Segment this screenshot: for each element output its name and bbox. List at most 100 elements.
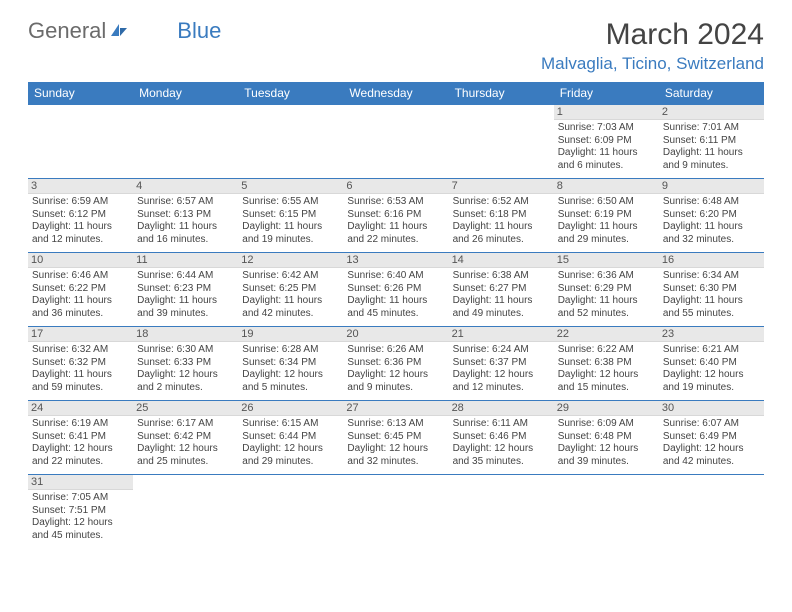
sunset-line: Sunset: 6:20 PM — [663, 209, 760, 222]
sunset-line: Sunset: 6:26 PM — [347, 283, 444, 296]
calendar-cell: 13Sunrise: 6:40 AMSunset: 6:26 PMDayligh… — [343, 253, 448, 327]
calendar-table: SundayMondayTuesdayWednesdayThursdayFrid… — [28, 82, 764, 549]
calendar-week-row: 10 Sunrise: 6:46 AMSunset: 6:22 PM Dayligh… — [28, 253, 764, 327]
calendar-week-row: 3Sunrise: 6:59 AMSunset: 6:12 PMDaylight… — [28, 179, 764, 253]
sunrise-line: Sunrise: 6:30 AM — [137, 344, 234, 357]
calendar-cell: 7Sunrise: 6:52 AMSunset: 6:18 PMDaylight… — [449, 179, 554, 253]
sunset-line: Sunset: 6:18 PM — [453, 209, 550, 222]
sunrise-line: Sunrise: 6:11 AM — [453, 418, 550, 431]
page-title: March 2024 — [541, 18, 764, 52]
day-number: 26 — [238, 401, 343, 416]
day-number: 19 — [238, 327, 343, 342]
sail-icon — [109, 18, 129, 44]
day-number: 29 — [554, 401, 659, 416]
day-number: 14 — [449, 253, 554, 268]
day-number: 7 — [449, 179, 554, 194]
sunrise-line: Sunrise: 6:19 AM — [32, 418, 129, 431]
calendar-cell: 16Sunrise: 6:34 AMSunset: 6:30 PMDayligh… — [659, 253, 764, 327]
calendar-cell: 21Sunrise: 6:24 AMSunset: 6:37 PMDayligh… — [449, 327, 554, 401]
sunset-line: Sunset: 6:29 PM — [558, 283, 655, 296]
sunset-line: Sunset: 6:22 PM — [32, 283, 129, 296]
calendar-cell: 20Sunrise: 6:26 AMSunset: 6:36 PMDayligh… — [343, 327, 448, 401]
daylight-line: Daylight: 11 hours and 6 minutes. — [558, 147, 655, 172]
calendar-week-row: 24Sunrise: 6:19 AMSunset: 6:41 PMDayligh… — [28, 401, 764, 475]
calendar-body: 1Sunrise: 7:03 AMSunset: 6:09 PMDaylight… — [28, 105, 764, 549]
calendar-cell — [449, 475, 554, 549]
daylight-line: Daylight: 11 hours and 9 minutes. — [663, 147, 760, 172]
calendar-cell: 3Sunrise: 6:59 AMSunset: 6:12 PMDaylight… — [28, 179, 133, 253]
day-number: 11 — [133, 253, 238, 268]
daylight-line: Daylight: 11 hours and 39 minutes. — [137, 295, 234, 320]
calendar-week-row: 17Sunrise: 6:32 AMSunset: 6:32 PMDayligh… — [28, 327, 764, 401]
sunrise-line: Sunrise: 6:21 AM — [663, 344, 760, 357]
sunrise-line: Sunrise: 6:15 AM — [242, 418, 339, 431]
day-number: 12 — [238, 253, 343, 268]
daylight-line: Daylight: 11 hours and 16 minutes. — [137, 221, 234, 246]
calendar-cell — [343, 105, 448, 179]
sunset-line: Sunset: 6:41 PM — [32, 431, 129, 444]
logo: General Blue — [28, 18, 221, 44]
sunrise-line: Sunrise: 7:01 AM — [663, 122, 760, 135]
sunrise-line: Sunrise: 6:09 AM — [558, 418, 655, 431]
day-number: 27 — [343, 401, 448, 416]
day-number: 10 — [28, 253, 133, 268]
sunrise-line: Sunrise: 7:05 AM — [32, 492, 129, 505]
sunrise-line: Sunrise: 6:53 AM — [347, 196, 444, 209]
sunset-line: Sunset: 6:32 PM — [32, 357, 129, 370]
sunset-line: Sunset: 6:44 PM — [242, 431, 339, 444]
sunrise-line: Sunrise: 6:50 AM — [558, 196, 655, 209]
daylight-line: Daylight: 12 hours and 45 minutes. — [32, 517, 129, 542]
sunset-line: Sunset: 6:33 PM — [137, 357, 234, 370]
header: General Blue March 2024 Malvaglia, Ticin… — [28, 18, 764, 74]
sunrise-line: Sunrise: 6:17 AM — [137, 418, 234, 431]
sunrise-line: Sunrise: 6:32 AM — [32, 344, 129, 357]
sunset-line: Sunset: 6:13 PM — [137, 209, 234, 222]
daylight-line: Daylight: 12 hours and 5 minutes. — [242, 369, 339, 394]
calendar-cell: 17 Sunrise: 6:32 AMSunset: 6:32 PMDayligh… — [28, 327, 133, 401]
sunset-line: Sunset: 6:36 PM — [347, 357, 444, 370]
sunset-line: Sunset: 6:38 PM — [558, 357, 655, 370]
sunrise-line: Sunrise: 6:55 AM — [242, 196, 339, 209]
day-number: 4 — [133, 179, 238, 194]
sunset-line: Sunset: 6:27 PM — [453, 283, 550, 296]
calendar-cell: 27Sunrise: 6:13 AMSunset: 6:45 PMDayligh… — [343, 401, 448, 475]
daylight-line: Daylight: 12 hours and 19 minutes. — [663, 369, 760, 394]
daylight-line: Daylight: 12 hours and 15 minutes. — [558, 369, 655, 394]
sunrise-line: Sunrise: 6:40 AM — [347, 270, 444, 283]
sunset-line: Sunset: 6:16 PM — [347, 209, 444, 222]
daylight-line: Daylight: 12 hours and 35 minutes. — [453, 443, 550, 468]
weekday-header: Monday — [133, 82, 238, 105]
daylight-line: Daylight: 12 hours and 32 minutes. — [347, 443, 444, 468]
sunset-line: Sunset: 6:25 PM — [242, 283, 339, 296]
day-number: 18 — [133, 327, 238, 342]
day-number: 17 — [28, 327, 133, 342]
calendar-cell: 9Sunrise: 6:48 AMSunset: 6:20 PMDaylight… — [659, 179, 764, 253]
day-number: 30 — [659, 401, 764, 416]
daylight-line: Daylight: 12 hours and 25 minutes. — [137, 443, 234, 468]
sunrise-line: Sunrise: 6:59 AM — [32, 196, 129, 209]
daylight-line: Daylight: 12 hours and 9 minutes. — [347, 369, 444, 394]
sunrise-line: Sunrise: 6:46 AM — [32, 270, 129, 283]
calendar-cell: 30Sunrise: 6:07 AMSunset: 6:49 PMDayligh… — [659, 401, 764, 475]
daylight-line: Daylight: 12 hours and 22 minutes. — [32, 443, 129, 468]
sunrise-line: Sunrise: 7:03 AM — [558, 122, 655, 135]
sunset-line: Sunset: 6:40 PM — [663, 357, 760, 370]
day-number: 20 — [343, 327, 448, 342]
daylight-line: Daylight: 11 hours and 59 minutes. — [32, 369, 129, 394]
sunset-line: Sunset: 6:45 PM — [347, 431, 444, 444]
day-number: 16 — [659, 253, 764, 268]
daylight-line: Daylight: 11 hours and 29 minutes. — [558, 221, 655, 246]
sunrise-line: Sunrise: 6:57 AM — [137, 196, 234, 209]
daylight-line: Daylight: 11 hours and 19 minutes. — [242, 221, 339, 246]
calendar-week-row: 1Sunrise: 7:03 AMSunset: 6:09 PMDaylight… — [28, 105, 764, 179]
day-number: 31 — [28, 475, 133, 490]
calendar-cell: 8Sunrise: 6:50 AMSunset: 6:19 PMDaylight… — [554, 179, 659, 253]
weekday-header: Wednesday — [343, 82, 448, 105]
sunrise-line: Sunrise: 6:38 AM — [453, 270, 550, 283]
daylight-line: Daylight: 11 hours and 55 minutes. — [663, 295, 760, 320]
daylight-line: Daylight: 12 hours and 42 minutes. — [663, 443, 760, 468]
weekday-header: Friday — [554, 82, 659, 105]
calendar-cell: 23Sunrise: 6:21 AMSunset: 6:40 PMDayligh… — [659, 327, 764, 401]
day-number: 21 — [449, 327, 554, 342]
day-number: 8 — [554, 179, 659, 194]
